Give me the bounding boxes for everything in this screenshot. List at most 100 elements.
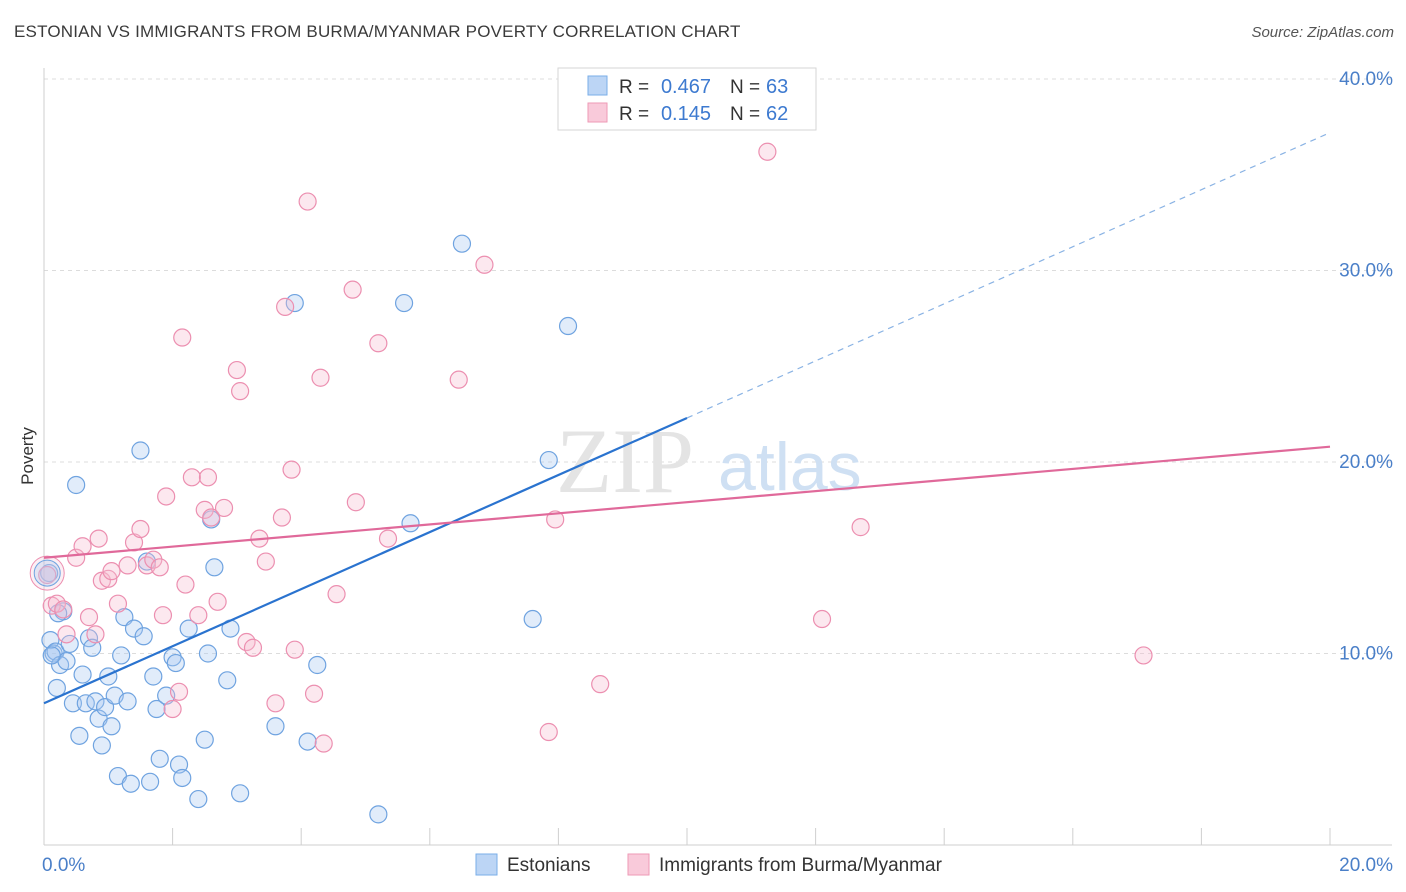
estonian-point <box>189 789 208 809</box>
data-points <box>29 142 1153 824</box>
burma-point <box>539 722 558 742</box>
burma-point <box>298 192 317 211</box>
burma-point <box>256 552 275 571</box>
burma-trend-line <box>43 445 1331 559</box>
burma-point <box>208 592 227 611</box>
estonian-point <box>112 646 131 665</box>
burma-point <box>202 508 221 527</box>
estonian-point <box>70 726 89 745</box>
estonian-point <box>131 441 150 460</box>
y-tick-label: 20.0% <box>1339 452 1393 473</box>
burma-point <box>272 508 292 527</box>
burma-point <box>243 638 263 657</box>
burma-point <box>131 519 150 539</box>
burma-point <box>54 600 73 619</box>
burma-point <box>546 510 565 529</box>
burma-point <box>214 498 234 518</box>
estonian-point <box>452 234 472 253</box>
estonian-point <box>140 772 160 791</box>
burma-point <box>758 142 777 161</box>
chart-source: Source: ZipAtlas.com <box>1251 24 1394 41</box>
estonian-point <box>195 730 214 749</box>
estonian-point <box>102 717 121 736</box>
burma-point <box>266 694 285 713</box>
estonian-point <box>558 316 578 336</box>
estonian-point <box>218 671 237 690</box>
estonian-point <box>67 475 86 495</box>
estonian-point <box>92 736 111 755</box>
burma-point <box>102 562 121 581</box>
legend-correlation: R = 0.467 N = 63 R = 0.145 N = 62 <box>557 67 817 131</box>
burma-point <box>176 575 195 594</box>
burma-point <box>449 370 468 389</box>
estonian-point <box>179 619 198 638</box>
burma-point <box>92 571 111 590</box>
burma-point <box>304 684 324 703</box>
estonian-point <box>266 717 285 736</box>
burma-point <box>311 368 330 387</box>
legend-bottom-label: Immigrants from Burma/Myanmar <box>659 855 943 876</box>
legend-n-value: 62 <box>766 103 788 125</box>
estonian-trend-extension <box>686 132 1331 419</box>
estonian-point <box>173 768 192 788</box>
estonian-point <box>285 293 304 313</box>
y-tick-label: 30.0% <box>1339 261 1393 282</box>
estonian-point <box>33 559 61 587</box>
burma-point <box>79 608 99 627</box>
estonian-point <box>86 692 105 711</box>
burma-point <box>227 360 246 380</box>
chart-title: ESTONIAN VS IMMIGRANTS FROM BURMA/MYANMA… <box>14 22 741 41</box>
burma-point <box>1134 646 1153 665</box>
burma-point <box>157 487 176 506</box>
burma-point <box>276 297 295 316</box>
estonian-point <box>41 630 60 650</box>
estonian-point <box>150 749 169 768</box>
legend-bottom-label: Estonians <box>507 855 590 876</box>
burma-point <box>314 734 333 753</box>
burma-point <box>182 468 201 487</box>
burma-point <box>29 555 65 591</box>
legend-swatch <box>587 75 608 96</box>
estonian-point <box>144 667 163 686</box>
burma-point <box>591 675 610 694</box>
tick-labels: 10.0% 20.0% 30.0% 40.0% 0.0% 20.0% <box>42 69 1393 876</box>
legend-swatch <box>587 102 608 123</box>
burma-point <box>118 556 137 575</box>
estonian-point <box>198 644 218 663</box>
watermark: ZIP atlas <box>556 410 862 512</box>
burma-point <box>169 682 189 701</box>
estonian-point <box>121 774 140 793</box>
y-tick-label: 40.0% <box>1339 69 1393 90</box>
legend-r-value: 0.145 <box>661 103 711 125</box>
estonian-point <box>60 634 79 654</box>
estonian-point <box>523 609 542 629</box>
x-tick-label: 0.0% <box>42 855 85 876</box>
burma-point <box>343 280 362 299</box>
legend-series: Estonians Immigrants from Burma/Myanmar <box>475 853 943 876</box>
estonian-point <box>205 558 224 577</box>
burma-point <box>38 565 57 585</box>
burma-point <box>378 529 398 548</box>
burma-point <box>285 640 304 659</box>
legend-r-value: 0.467 <box>661 76 711 98</box>
legend-r-label: R = <box>619 104 649 125</box>
legend-n-label: N = <box>730 104 760 125</box>
burma-point <box>86 625 105 644</box>
trend-lines <box>43 132 1331 705</box>
burma-point <box>163 699 182 719</box>
legend-n-label: N = <box>730 77 760 98</box>
legend-bottom-swatch <box>627 853 650 876</box>
estonian-point <box>63 694 83 713</box>
y-axis-label: Poverty <box>18 427 37 485</box>
burma-point <box>153 606 173 625</box>
estonian-point <box>394 293 414 313</box>
burma-point <box>198 468 218 487</box>
estonian-point <box>83 638 102 657</box>
estonian-point <box>298 732 317 751</box>
estonian-point <box>169 755 189 774</box>
burma-point <box>475 255 494 274</box>
burma-point <box>327 585 346 604</box>
estonian-point <box>369 805 388 824</box>
estonian-trend-line <box>43 416 688 705</box>
burma-point <box>57 625 76 644</box>
